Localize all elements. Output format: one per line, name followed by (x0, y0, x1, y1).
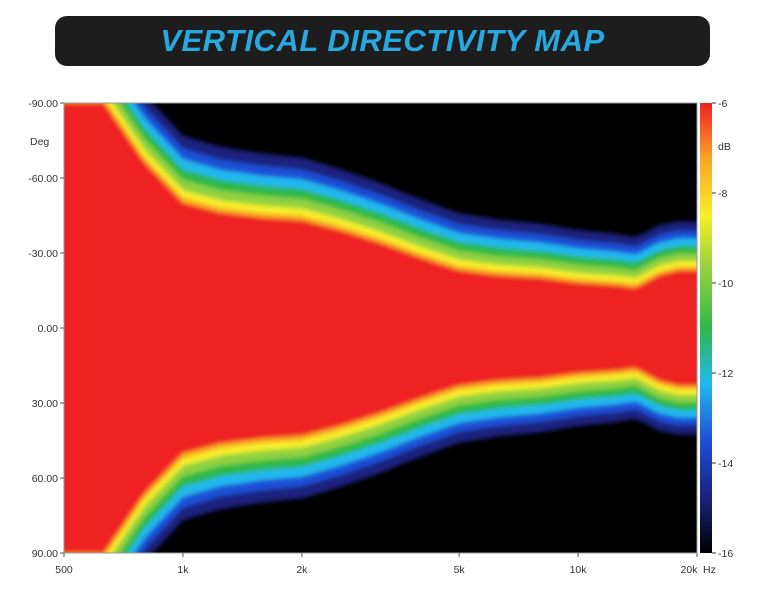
y-unit-label: Deg (30, 136, 49, 148)
colorbar-tick-label: -10 (718, 278, 733, 290)
colorbar-tick-label: -8 (718, 188, 727, 200)
y-tick-label: 0.00 (38, 323, 59, 335)
band-minus6db (64, 103, 697, 553)
x-tick-label: 500 (55, 564, 73, 576)
x-unit-label: Hz (703, 564, 716, 576)
colorbar-tick-label: -12 (718, 368, 733, 380)
x-tick-label: 5k (454, 564, 466, 576)
y-tick-label: -60.00 (28, 173, 58, 185)
heatmap-bands (64, 103, 697, 553)
y-tick-label: 90.00 (32, 548, 58, 560)
chart-title: VERTICAL DIRECTIVITY MAP (160, 23, 605, 58)
x-tick-label: 2k (296, 564, 308, 576)
y-tick-label: 60.00 (32, 473, 58, 485)
x-tick-label: 20k (681, 564, 699, 576)
title-banner: VERTICAL DIRECTIVITY MAP (55, 16, 710, 66)
colorbar-tick-label: -16 (718, 548, 733, 560)
colorbar (700, 103, 712, 553)
y-tick-label: -30.00 (28, 248, 58, 260)
y-tick-label: 30.00 (32, 398, 58, 410)
colorbar-separator (698, 103, 700, 553)
y-tick-label: -90.00 (28, 98, 58, 110)
colorbar-tick-label: -14 (718, 458, 733, 470)
colorbar-tick-label: -6 (718, 98, 727, 110)
colorbar-unit-label: dB (718, 141, 731, 153)
x-tick-label: 1k (177, 564, 189, 576)
x-tick-label: 10k (570, 564, 588, 576)
